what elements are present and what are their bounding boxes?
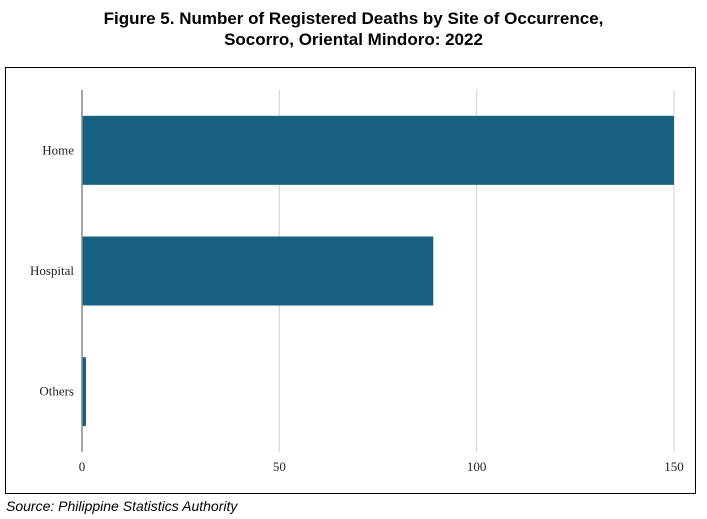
- category-label: Hospital: [30, 263, 74, 278]
- x-tick-label: 50: [273, 459, 286, 474]
- category-label: Home: [42, 142, 74, 157]
- chart-title-line-1: Figure 5. Number of Registered Deaths by…: [103, 9, 604, 28]
- bar-home: [82, 115, 674, 185]
- x-tick-label: 150: [664, 459, 684, 474]
- bar-others: [82, 357, 86, 427]
- bars: [82, 115, 674, 427]
- chart-title: Figure 5. Number of Registered Deaths by…: [0, 8, 707, 50]
- x-tick-label: 0: [79, 459, 86, 474]
- chart-title-line-2: Socorro, Oriental Mindoro: 2022: [224, 30, 483, 49]
- bar-hospital: [82, 236, 434, 306]
- category-label: Others: [39, 384, 74, 399]
- source-note: Source: Philippine Statistics Authority: [6, 498, 238, 514]
- labels: 0 50 100 150 Home Hospital Others: [30, 142, 684, 474]
- x-tick-label: 100: [467, 459, 487, 474]
